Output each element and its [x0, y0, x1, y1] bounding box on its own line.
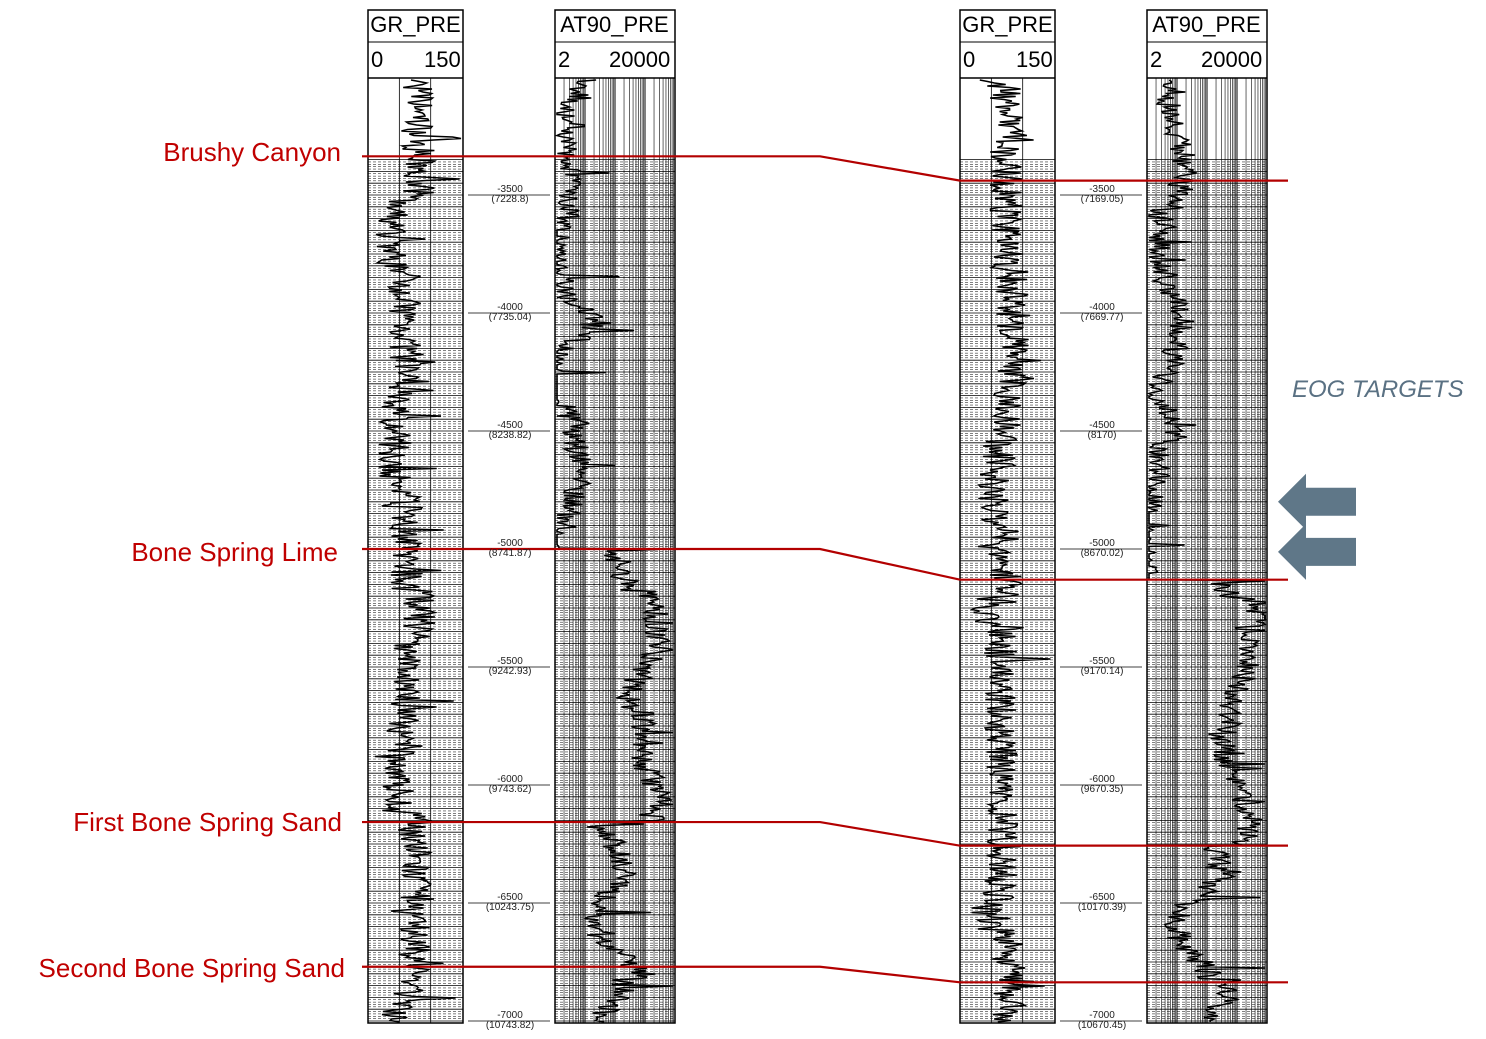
left-gr-scale-max: 150 — [424, 47, 461, 72]
formation-label-bone-spring-lime: Bone Spring Lime — [131, 537, 338, 567]
eog-target-arrow-icon — [1278, 523, 1356, 580]
right-depth-marker-4500: -4500 (8170) — [1087, 420, 1117, 441]
right-depth-marker-5500: -5500 (9170.14) — [1080, 656, 1124, 677]
eog-target-arrow-icon — [1278, 473, 1356, 530]
left-depth-marker-7000: -7000 (10743.82) — [485, 1010, 535, 1031]
log-curves — [374, 79, 1268, 1023]
right-depth-marker-4000: -4000 (7669.77) — [1080, 302, 1124, 323]
formation-line-0 — [362, 155, 1288, 182]
left-depth-marker-5500: -5500 (9242.93) — [488, 656, 532, 677]
left-gr-track-name: GR_PRE — [370, 12, 461, 37]
formation-line-1 — [362, 547, 1288, 581]
right-depth-marker-3500: -3500 (7169.05) — [1080, 184, 1124, 205]
right-depth-marker-7000: -7000 (10670.45) — [1077, 1010, 1127, 1031]
formation-line-3 — [362, 965, 1288, 984]
left-depth-marker-5000: -5000 (8741.87) — [488, 538, 532, 559]
left-depth-marker-3500: -3500 (7228.8) — [491, 184, 529, 205]
left-gr-curve — [374, 79, 462, 1023]
left-at90-scale-min: 2 — [558, 47, 571, 72]
right-at90-track-name: AT90_PRE — [1152, 12, 1261, 37]
right-at90-curve — [1146, 79, 1268, 1023]
log-tracks — [367, 9, 1268, 1024]
formation-line-2 — [362, 820, 1288, 847]
left-depth-marker-4000: -4000 (7735.04) — [488, 302, 532, 323]
right-gr-scale-max: 150 — [1016, 47, 1053, 72]
right-depth-marker-6500: -6500 (10170.39) — [1077, 892, 1127, 913]
left-at90-curve — [554, 79, 674, 1023]
left-gr-scale-min: 0 — [371, 47, 384, 72]
eog-target-arrows — [1278, 473, 1356, 580]
correlation-lines — [362, 155, 1288, 984]
left-depth-marker-4500: -4500 (8238.82) — [488, 420, 532, 441]
formation-label-second-bone-spring-sand: Second Bone Spring Sand — [38, 953, 345, 983]
right-depth-marker-6000: -6000 (9670.35) — [1080, 774, 1124, 795]
eog-targets-title: EOG TARGETS — [1292, 376, 1464, 403]
left-depth-marker-6000: -6000 (9743.62) — [488, 774, 532, 795]
right-gr-track-name: GR_PRE — [962, 12, 1053, 37]
right-at90-scale-max: 20000 — [1201, 47, 1263, 72]
left-gr-track-frame — [367, 9, 464, 1024]
formation-label-first-bone-spring-sand: First Bone Spring Sand — [73, 807, 342, 837]
left-depth-marker-6500: -6500 (10243.75) — [485, 892, 535, 913]
formation-label-brushy-canyon: Brushy Canyon — [163, 137, 341, 167]
right-at90-scale-min: 2 — [1150, 47, 1163, 72]
left-at90-track-name: AT90_PRE — [560, 12, 669, 37]
right-gr-curve — [969, 79, 1051, 1023]
right-depth-marker-5000: -5000 (8670.02) — [1080, 538, 1124, 559]
right-gr-track-frame — [959, 9, 1056, 1024]
left-at90-scale-max: 20000 — [609, 47, 671, 72]
right-gr-scale-min: 0 — [963, 47, 976, 72]
